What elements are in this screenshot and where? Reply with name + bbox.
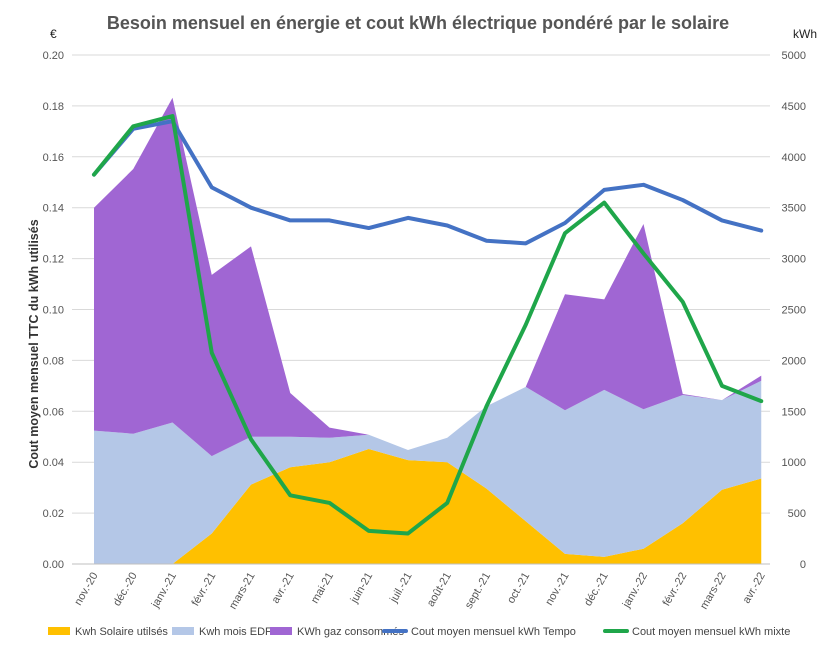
area-series-0 [94,448,762,564]
area-series-1 [94,380,762,564]
right-tick-label: 4000 [782,152,806,164]
left-tick-label: 0.20 [43,50,64,62]
legend-swatch-2 [270,627,292,635]
legend-label-2: KWh gaz consommés [297,626,404,638]
left-tick-label: 0.14 [43,203,64,215]
y-axis-label: Cout moyen mensuel TTC du kWh utilisés [27,219,41,468]
legend-label-4: Cout moyen mensuel kWh mixte [632,626,790,638]
line-series-4 [92,114,764,536]
line-series-3 [92,119,764,246]
right-tick-label: 0 [800,559,806,571]
left-tick-label: 0.12 [43,254,64,266]
right-tick-label: 2000 [782,355,806,367]
right-tick-label: 2500 [782,305,806,317]
legend-swatch-1 [172,627,194,635]
legend-label-3: Cout moyen mensuel kWh Tempo [411,626,576,638]
line-series [92,114,764,536]
right-axis-unit: kWh [793,27,817,41]
left-tick-label: 0.16 [43,152,64,164]
legend: Kwh Solaire utilsés Kwh mois EDF KWh gaz c… [48,626,790,638]
left-axis-ticks: 0.00 0.02 0.04 0.06 0.08 0.10 0.12 0.14 0.16 0.18… [43,50,64,571]
left-tick-label: 0.04 [43,457,64,469]
area-series-2 [94,97,762,457]
right-tick-label: 1500 [782,406,806,418]
legend-label-0: Kwh Solaire utilsés [75,626,168,638]
left-tick-label: 0.18 [43,101,64,113]
right-tick-label: 1000 [782,457,806,469]
right-axis-ticks: 0 500 1000 1500 2000 2500 3000 3500 4000 4500 5000 [782,50,806,571]
chart-title: Besoin mensuel en énergie et cout kWh él… [107,13,729,33]
right-tick-label: 3500 [782,203,806,215]
area-series [94,97,762,564]
legend-swatch-0 [48,627,70,635]
left-tick-label: 0.10 [43,305,64,317]
right-tick-label: 500 [788,508,806,520]
right-tick-label: 4500 [782,101,806,113]
left-tick-label: 0.08 [43,355,64,367]
left-tick-label: 0.02 [43,508,64,520]
legend-label-1: Kwh mois EDF [199,626,272,638]
left-tick-label: 0.06 [43,406,64,418]
right-tick-label: 3000 [782,254,806,266]
left-tick-label: 0.00 [43,559,64,571]
right-tick-label: 5000 [782,50,806,62]
left-axis-unit: € [50,27,57,41]
